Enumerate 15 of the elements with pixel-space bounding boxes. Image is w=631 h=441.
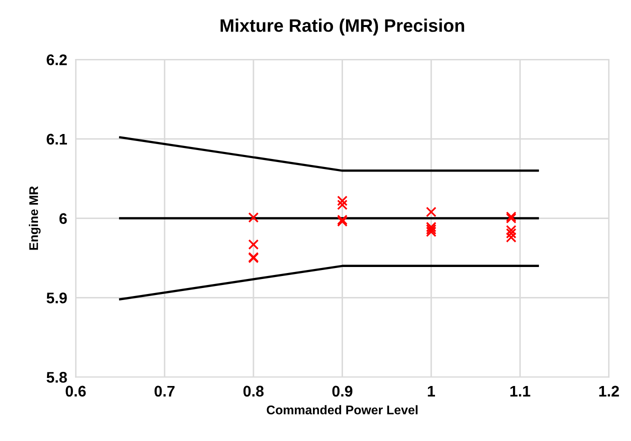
y-tick-label: 6: [59, 213, 67, 224]
y-tick-label: 6.1: [46, 134, 67, 145]
x-tick-label: 1.1: [510, 386, 530, 396]
y-tick-label: 5.8: [46, 372, 67, 383]
x-tick-label: 1: [428, 386, 436, 396]
x-tick-label: 0.8: [243, 386, 264, 397]
y-axis-title: Engine MR: [28, 186, 41, 250]
x-tick-label: 0.6: [66, 386, 86, 397]
x-tick-label: 0.7: [154, 386, 175, 397]
y-tick-label: 6.2: [46, 54, 67, 66]
x-tick-label: 1.2: [599, 386, 619, 396]
x-tick-label: 0.9: [332, 386, 352, 397]
x-axis-title: Commanded Power Level: [266, 405, 418, 414]
chart-title: Mixture Ratio (MR) Precision: [220, 18, 464, 36]
y-tick-label: 5.9: [46, 292, 67, 304]
